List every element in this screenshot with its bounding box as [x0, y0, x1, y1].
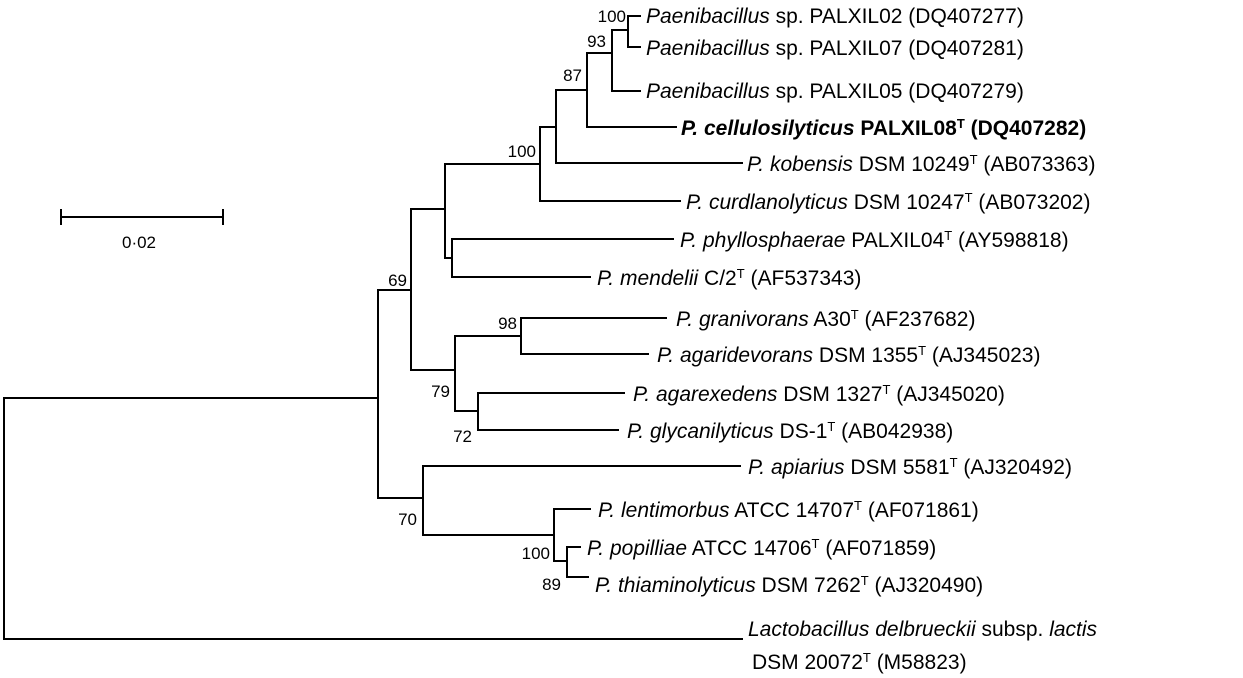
- taxon-label-paenibacillus-palxil07: Paenibacillus sp. PALXIL07 (DQ407281): [646, 37, 1024, 60]
- clade-b-branches: [377, 465, 741, 578]
- taxon-label-paenibacillus-palxil05: Paenibacillus sp. PALXIL05 (DQ407279): [646, 80, 1024, 103]
- taxon-label-p-thiaminolyticus: P. thiaminolyticus DSM 7262T (AJ320490): [595, 573, 983, 598]
- bootstrap-value: 100: [522, 544, 550, 563]
- bootstrap-values: 100 93 87 100 69 98 79 72 70 100 89: [388, 7, 626, 594]
- taxon-label-lactobacillus-delbrueckii-strain: DSM 20072T (M58823): [752, 650, 967, 675]
- taxon-label-p-curdlanolyticus: P. curdlanolyticus DSM 10247T (AB073202): [686, 190, 1090, 215]
- taxon-label-lactobacillus-delbrueckii: Lactobacillus delbrueckii subsp. lactis: [748, 618, 1098, 641]
- taxon-label-paenibacillus-palxil02: Paenibacillus sp. PALXIL02 (DQ407277): [646, 5, 1024, 28]
- taxon-label-p-popilliae: P. popilliae ATCC 14706T (AF071859): [587, 536, 936, 561]
- taxon-label-p-cellulosilyticus: P. cellulosilyticus PALXIL08T (DQ407282): [681, 116, 1086, 141]
- bootstrap-value: 79: [431, 382, 450, 401]
- branch: [3, 397, 743, 640]
- taxon-label-p-glycanilyticus: P. glycanilyticus DS-1T (AB042938): [627, 419, 953, 444]
- bootstrap-value: 98: [498, 314, 517, 333]
- taxon-label-p-agaridevorans: P. agaridevorans DSM 1355T (AJ345023): [657, 343, 1040, 368]
- bootstrap-value: 100: [598, 7, 626, 26]
- scale-bar-label: 0·02: [122, 233, 156, 252]
- clade-main-branches: [377, 15, 743, 431]
- taxon-label-p-agarexedens: P. agarexedens DSM 1327T (AJ345020): [633, 382, 1005, 407]
- scale-bar: 0·02: [60, 209, 224, 252]
- bootstrap-value: 70: [398, 510, 417, 529]
- bootstrap-value: 93: [587, 32, 606, 51]
- bootstrap-value: 69: [388, 271, 407, 290]
- bootstrap-value: 87: [563, 66, 582, 85]
- bootstrap-value: 72: [453, 427, 472, 446]
- taxon-label-p-apiarius: P. apiarius DSM 5581T (AJ320492): [748, 455, 1072, 480]
- taxon-label-p-phyllosphaerae: P. phyllosphaerae PALXIL04T (AY598818): [680, 228, 1069, 253]
- taxon-labels: Paenibacillus sp. PALXIL02 (DQ407277) Pa…: [587, 5, 1098, 674]
- scale-bar-line: [60, 209, 224, 225]
- taxon-label-p-lentimorbus: P. lentimorbus ATCC 14707T (AF071861): [598, 498, 979, 523]
- bootstrap-value: 89: [542, 575, 561, 594]
- taxon-label-p-mendelii: P. mendelii C/2T (AF537343): [597, 266, 861, 291]
- taxon-label-p-granivorans: P. granivorans A30T (AF237682): [676, 307, 975, 332]
- taxon-label-p-kobensis: P. kobensis DSM 10249T (AB073363): [747, 152, 1095, 177]
- root-branches: [3, 289, 743, 640]
- bootstrap-value: 100: [508, 142, 536, 161]
